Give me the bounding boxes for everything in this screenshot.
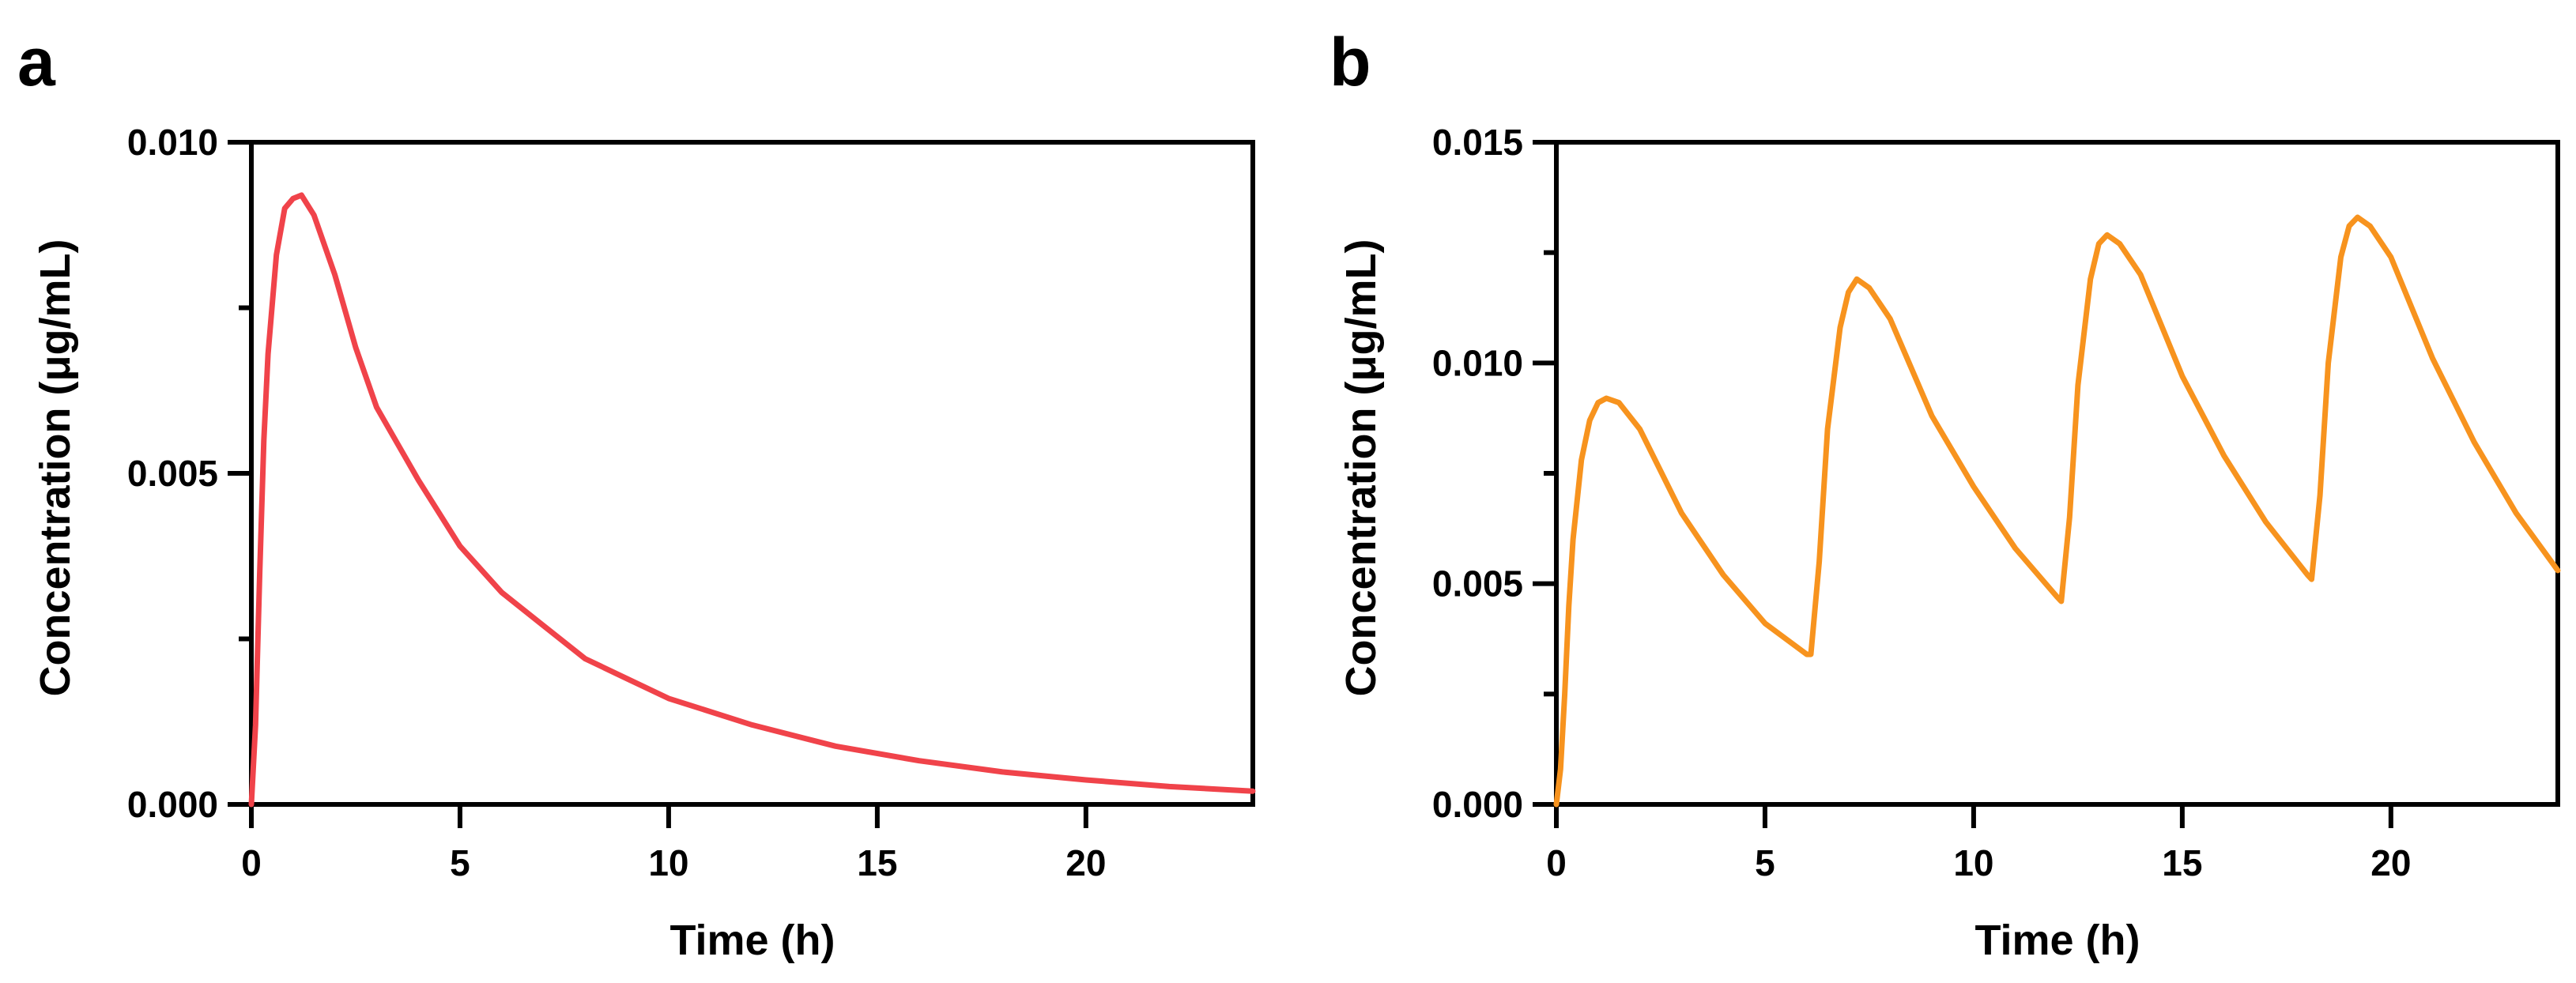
- panel-b-x-axis-title: Time (h): [1974, 917, 2140, 964]
- panel-b-x-tick-label: 20: [2370, 842, 2411, 883]
- panel-a-concentration-line: [248, 192, 1256, 808]
- panel-b-x-tick-label: 10: [1953, 842, 1993, 883]
- panel-a-y-axis-title: Concentration (μg/mL): [32, 239, 79, 697]
- panel-a-x-tick-label: 5: [450, 842, 470, 883]
- panel-b-x-tick-label: 5: [1755, 842, 1775, 883]
- panel-b-x-tick-label: 0: [1546, 842, 1567, 883]
- panel-b-y-tick-label: 0.005: [1432, 563, 1523, 604]
- panel-b-x-tick-label: 15: [2162, 842, 2202, 883]
- panel-a: a 0 5 10 15 20 0.000 0.005 0.010 Time (h) Conce…: [17, 24, 1256, 964]
- panel-a-plot-frame: [249, 140, 1255, 807]
- panel-a-x-tick-label: 0: [241, 842, 262, 883]
- panel-b-y-tick-label: 0.000: [1432, 784, 1523, 825]
- panel-b-plot-frame: [1554, 140, 2560, 807]
- panel-a-x-tick-label: 10: [648, 842, 688, 883]
- panel-b-plot-area: 0 5 10 15 20 0.000 0.005 0.010 0.015: [1432, 122, 2561, 883]
- panel-a-y-tick-label: 0.010: [127, 122, 218, 163]
- panel-a-label: a: [17, 24, 56, 100]
- panel-a-plot-area: 0 5 10 15 20 0.000 0.005 0.010: [127, 122, 1256, 883]
- panel-b-y-tick-label: 0.010: [1432, 342, 1523, 383]
- panel-a-y-tick-label: 0.000: [127, 784, 218, 825]
- panel-a-y-tick-label: 0.005: [127, 453, 218, 494]
- panel-b-concentration-line: [1553, 214, 2561, 808]
- panel-b-label: b: [1329, 24, 1371, 100]
- panel-a-x-tick-label: 20: [1065, 842, 1106, 883]
- panel-a-x-axis-title: Time (h): [669, 917, 835, 964]
- panel-b-y-axis-title: Concentration (μg/mL): [1337, 239, 1385, 697]
- panel-b-y-tick-label: 0.015: [1432, 122, 1523, 163]
- panel-a-x-tick-label: 15: [857, 842, 897, 883]
